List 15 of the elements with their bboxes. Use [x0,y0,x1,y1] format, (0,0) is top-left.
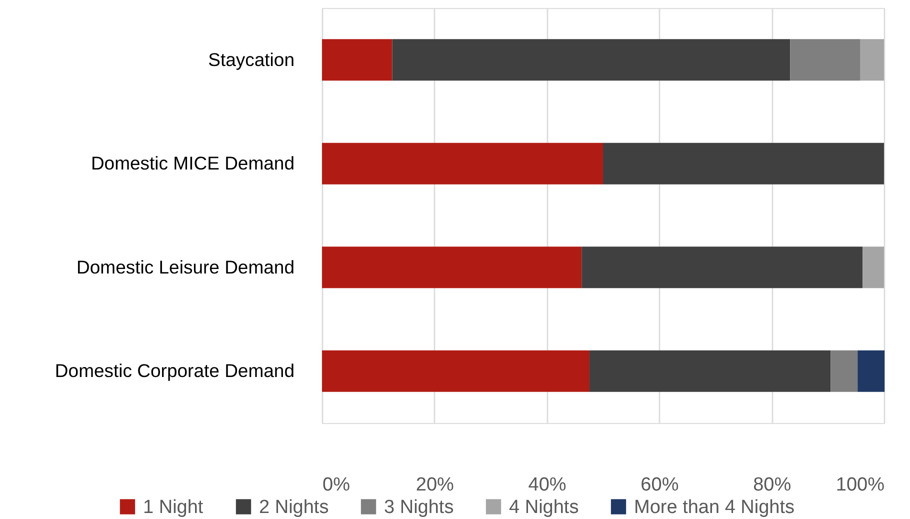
y-tick-label: Domestic Corporate Demand [54,360,294,382]
x-tick-label: 100% [836,474,885,496]
y-tick-label: Staycation [208,48,294,70]
x-tick-label: 20% [416,474,454,496]
x-tick-label: 40% [528,474,566,496]
y-tick-label: Domestic Leisure Demand [76,256,294,278]
legend-label: 4 Nights [509,496,579,518]
x-tick-label: 80% [753,474,792,496]
x-tick-label: 0% [322,474,350,496]
legend-label: 2 Nights [259,496,329,518]
y-tick-label: Domestic MICE Demand [90,152,294,174]
legend-label: 1 Night [143,496,204,518]
x-tick-label: 60% [640,474,679,496]
legend-label: 3 Nights [384,496,454,518]
legend-label: More than 4 Nights [634,496,795,518]
